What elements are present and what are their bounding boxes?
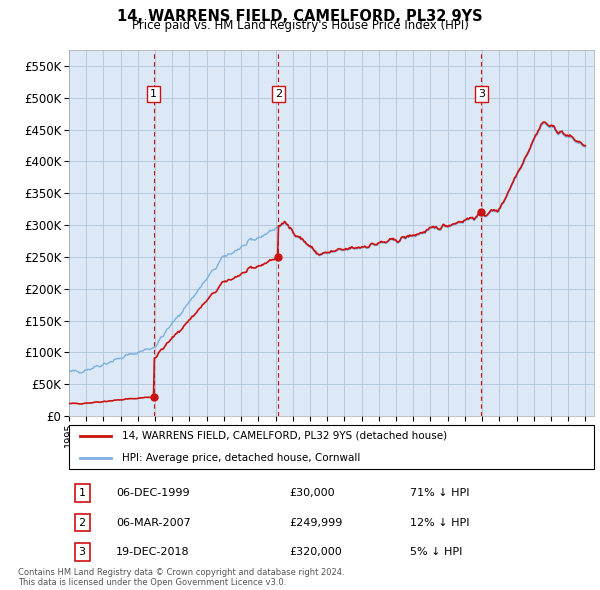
Text: 3: 3	[478, 89, 485, 99]
Text: 5% ↓ HPI: 5% ↓ HPI	[410, 547, 463, 557]
Text: 1: 1	[79, 489, 86, 498]
Text: Contains HM Land Registry data © Crown copyright and database right 2024.
This d: Contains HM Land Registry data © Crown c…	[18, 568, 344, 587]
FancyBboxPatch shape	[69, 425, 594, 469]
Text: 12% ↓ HPI: 12% ↓ HPI	[410, 517, 470, 527]
Text: 2: 2	[79, 517, 86, 527]
Text: 14, WARRENS FIELD, CAMELFORD, PL32 9YS: 14, WARRENS FIELD, CAMELFORD, PL32 9YS	[117, 9, 483, 24]
Text: 1: 1	[150, 89, 157, 99]
Text: 19-DEC-2018: 19-DEC-2018	[116, 547, 190, 557]
Text: 71% ↓ HPI: 71% ↓ HPI	[410, 489, 470, 498]
Text: £320,000: £320,000	[290, 547, 342, 557]
Text: £30,000: £30,000	[290, 489, 335, 498]
Text: 3: 3	[79, 547, 86, 557]
Text: 06-MAR-2007: 06-MAR-2007	[116, 517, 191, 527]
Text: Price paid vs. HM Land Registry's House Price Index (HPI): Price paid vs. HM Land Registry's House …	[131, 19, 469, 32]
Text: £249,999: £249,999	[290, 517, 343, 527]
Text: 14, WARRENS FIELD, CAMELFORD, PL32 9YS (detached house): 14, WARRENS FIELD, CAMELFORD, PL32 9YS (…	[121, 431, 446, 441]
Text: HPI: Average price, detached house, Cornwall: HPI: Average price, detached house, Corn…	[121, 453, 360, 463]
Text: 06-DEC-1999: 06-DEC-1999	[116, 489, 190, 498]
Text: 2: 2	[275, 89, 282, 99]
